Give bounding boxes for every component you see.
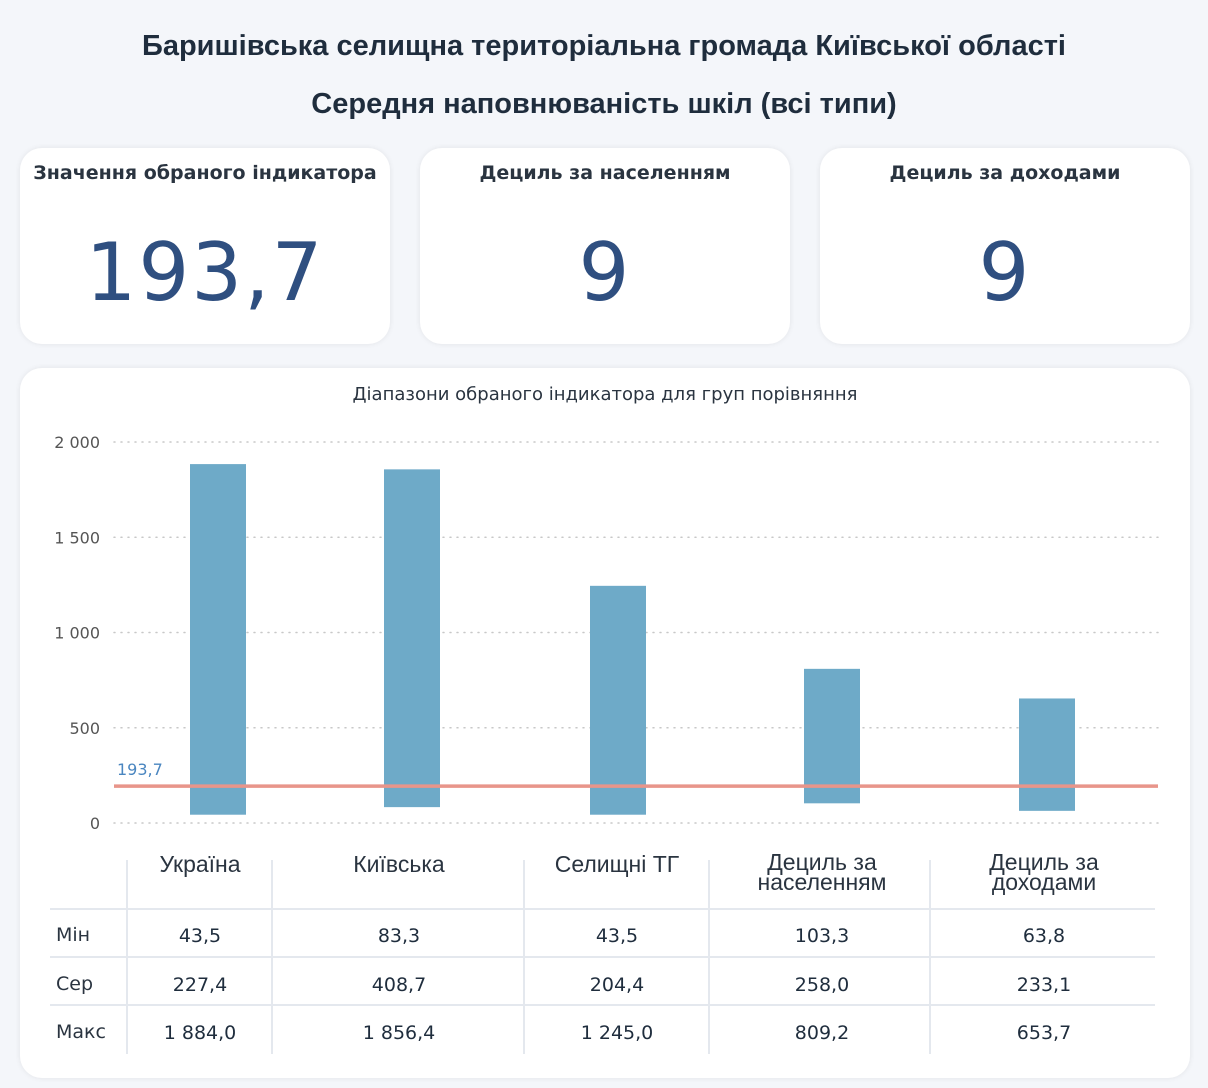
table-row-label: Макс	[56, 1021, 106, 1043]
table-cell: 408,7	[371, 974, 427, 996]
range-bar	[190, 464, 246, 815]
table-row-divider	[50, 908, 1155, 910]
table-cell: 1 884,0	[163, 1022, 237, 1044]
table-column-header: Дециль за населенням	[757, 849, 887, 895]
table-cell: 809,2	[794, 1022, 850, 1044]
kpi-label: Дециль за доходами	[889, 162, 1121, 184]
table-cell: 63,8	[1022, 925, 1066, 947]
range-bar	[1019, 698, 1075, 811]
y-tick-label: 1 000	[54, 624, 100, 643]
range-bar	[804, 668, 860, 804]
table-row-label: Мін	[56, 924, 91, 946]
page-subtitle: Середня наповнюваність шкіл (всі типи)	[311, 88, 897, 120]
table-cell: 258,0	[794, 974, 850, 996]
table-row-divider	[50, 956, 1155, 958]
y-tick-label: 1 500	[54, 528, 100, 547]
kpi-card-income-decile: Дециль за доходами 9	[820, 148, 1190, 344]
kpi-label: Дециль за населенням	[479, 162, 731, 184]
kpi-label: Значення обраного індикатора	[33, 162, 377, 184]
kpi-value: 9	[578, 226, 632, 319]
table-row-label: Сер	[56, 973, 94, 995]
table-cell: 1 856,4	[362, 1022, 436, 1044]
table-cell: 103,3	[794, 925, 850, 947]
range-chart: 0 500 1 000 1 500 2 000 193,7	[54, 433, 1159, 833]
table-row-divider	[50, 1004, 1155, 1006]
table-cell: 204,4	[589, 974, 645, 996]
range-bar	[384, 469, 440, 808]
y-tick-label: 0	[90, 814, 100, 833]
y-tick-label: 2 000	[54, 433, 100, 452]
table-column-header: Україна	[159, 851, 241, 877]
table-cell: 227,4	[172, 974, 228, 996]
table-column-header: Дециль за доходами	[989, 849, 1099, 895]
chart-card: Діапазони обраного індикатора для груп п…	[20, 368, 1190, 1078]
table-cell: 43,5	[178, 925, 222, 947]
kpi-value: 193,7	[85, 226, 325, 319]
table-cell: 83,3	[377, 925, 421, 947]
table-cell: 43,5	[595, 925, 639, 947]
kpi-card-indicator: Значення обраного індикатора 193,7	[20, 148, 390, 344]
reference-line-label: 193,7	[117, 760, 163, 779]
y-tick-label: 500	[69, 719, 100, 738]
kpi-card-population-decile: Дециль за населенням 9	[420, 148, 790, 344]
table-cell: 653,7	[1016, 1022, 1072, 1044]
table-cell: 1 245,0	[580, 1022, 654, 1044]
chart-title: Діапазони обраного індикатора для груп п…	[352, 384, 858, 405]
table-column-header: Київська	[353, 851, 445, 877]
range-bar	[590, 585, 646, 815]
table-cell: 233,1	[1016, 974, 1072, 996]
kpi-value: 9	[978, 226, 1032, 319]
page-title: Баришівська селищна територіальна громад…	[141, 30, 1066, 62]
table-column-header: Селищні ТГ	[554, 851, 680, 877]
